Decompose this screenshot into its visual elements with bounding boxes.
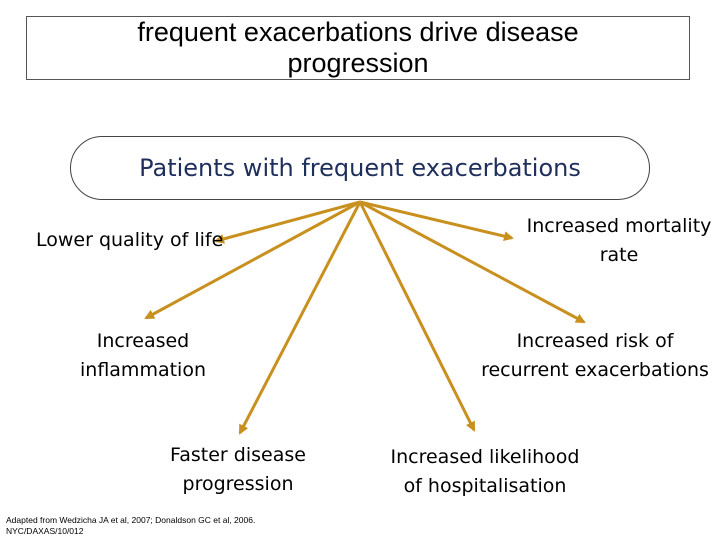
outcome-increased-risk: Increased risk of recurrent exacerbation…	[472, 327, 718, 385]
outcome-mortality-line-1: Increased mortality	[526, 215, 712, 237]
title-box: frequent exacerbations drive disease pro…	[26, 16, 690, 80]
outcome-mortality-line-2: rate	[599, 244, 639, 266]
outcome-increased-mortality: Increased mortality rate	[520, 212, 718, 270]
arrow-to-risk	[359, 200, 586, 324]
outcome-lower-quality-of-life: Lower quality of life	[36, 226, 223, 255]
central-node-label: Patients with frequent exacerbations	[139, 154, 581, 182]
footnote-code: NYC/DAXAS/10/012	[6, 526, 84, 536]
outcome-hospitalisation-line-2: of hospitalisation	[403, 475, 567, 497]
outcome-progression-line-1: Faster disease	[170, 444, 306, 466]
outcome-increased-inflammation: Increased inflammation	[64, 327, 222, 385]
arrow-to-quality	[214, 200, 361, 244]
footnote: Adapted from Wedzicha JA et al, 2007; Do…	[6, 515, 255, 537]
outcome-hospitalisation-line-1: Increased likelihood	[390, 446, 580, 468]
arrow-to-mortality	[359, 200, 514, 242]
outcome-progression-line-2: progression	[182, 473, 294, 495]
outcome-risk-line-2: recurrent exacerbations	[481, 359, 709, 381]
outcome-quality-line-1: Lower quality of life	[36, 229, 224, 251]
arrow-to-progression	[238, 201, 362, 435]
outcome-faster-progression: Faster disease progression	[158, 441, 318, 499]
title-line-1: frequent exacerbations drive disease	[137, 17, 579, 47]
central-node: Patients with frequent exacerbations	[70, 136, 650, 200]
outcome-increased-hospitalisation: Increased likelihood of hospitalisation	[374, 443, 596, 501]
outcome-risk-line-1: Increased risk of	[516, 330, 674, 352]
footnote-citation: Adapted from Wedzicha JA et al, 2007; Do…	[6, 515, 256, 525]
arrow-to-inflammation	[144, 200, 361, 320]
outcome-inflammation-line-2: inflammation	[80, 359, 206, 381]
title-text: frequent exacerbations drive disease pro…	[137, 17, 578, 79]
arrow-to-hospitalisation	[358, 201, 476, 432]
title-line-2: progression	[287, 48, 429, 78]
outcome-inflammation-line-1: Increased	[96, 330, 190, 352]
